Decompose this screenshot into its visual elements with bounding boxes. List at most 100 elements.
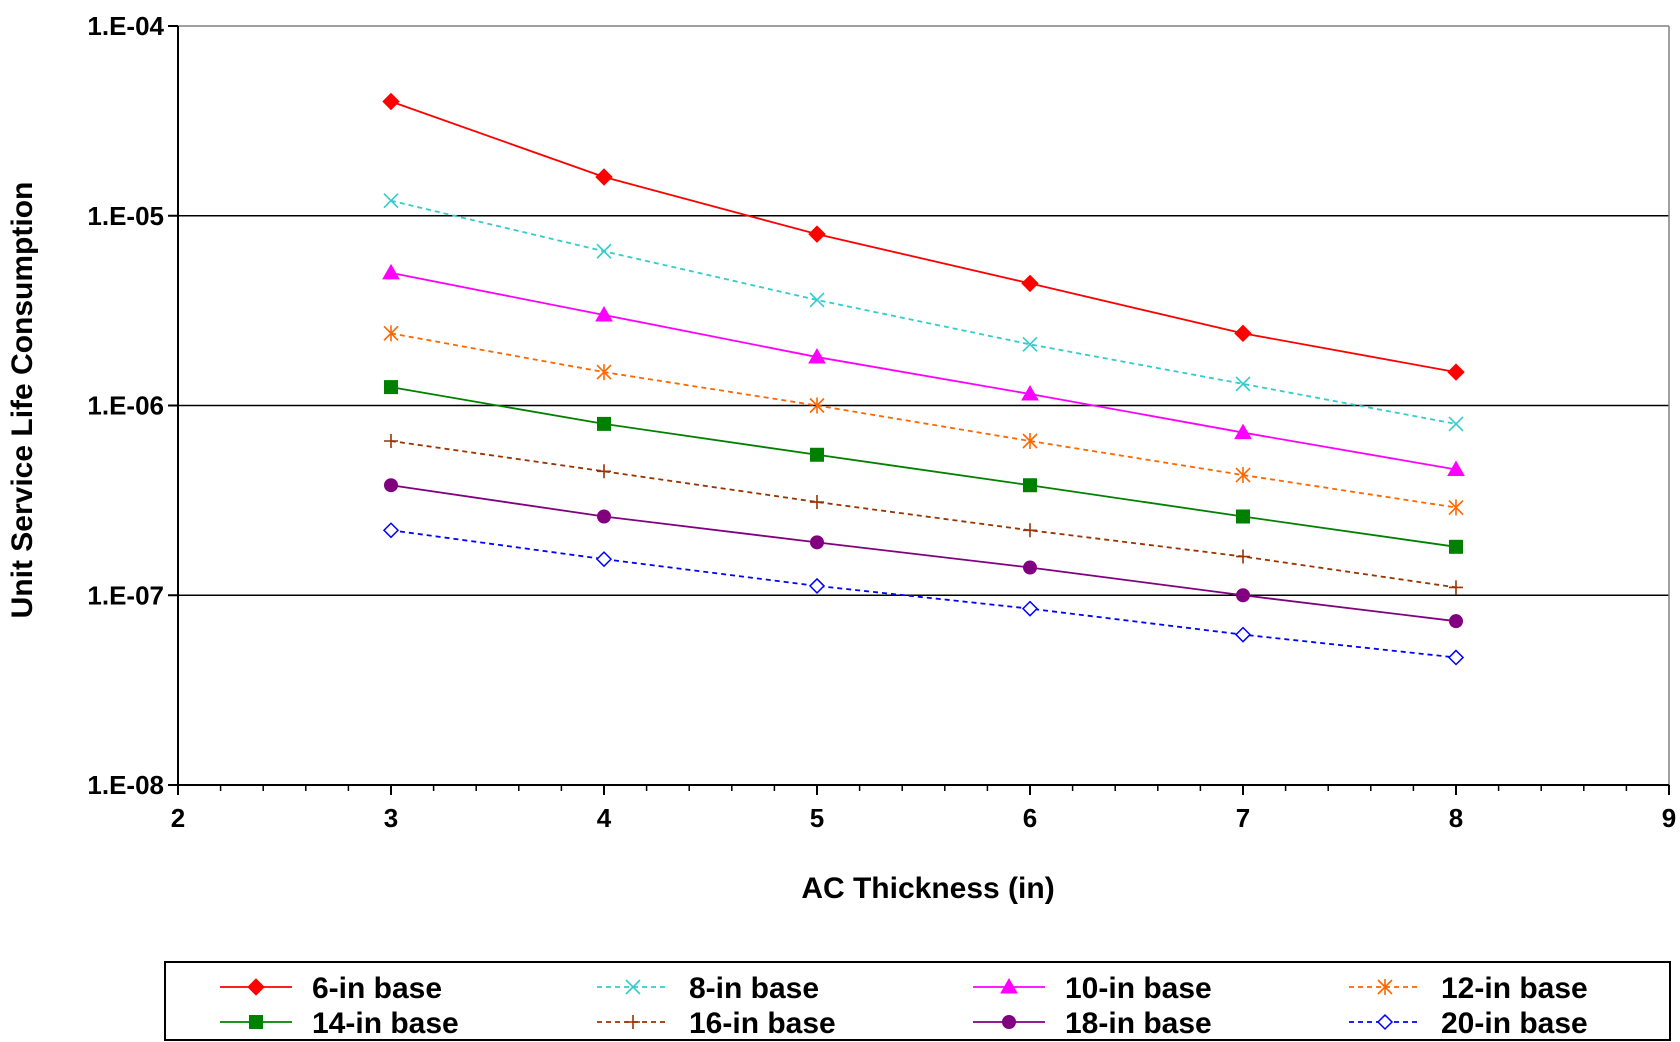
legend-marker [1376,1013,1394,1031]
gridlines [178,25,1670,785]
data-point [1449,539,1463,554]
data-point [1236,549,1250,564]
data-point [1021,384,1039,401]
data-point [595,168,613,186]
legend-marker [249,1015,263,1029]
legend: 6-in base 8-in base 10-in base 12-in base 14… [164,961,1671,1041]
x-tick-label: 3 [384,803,398,833]
x-tick-label: 8 [1449,803,1463,833]
x-tick-label: 5 [810,803,824,833]
data-point [1234,626,1252,643]
data-point [1447,649,1465,666]
y-tick-label: 1.E-04 [87,11,164,41]
series-3 [382,263,1465,476]
data-point [810,447,824,462]
data-point [809,397,825,414]
legend-item: 20-in base [1349,1007,1588,1040]
data-point [1023,560,1037,575]
data-point [1447,363,1465,381]
legend-label: 14-in base [312,1007,459,1040]
series-line [390,332,1457,509]
legend-item: 18-in base [973,1007,1212,1040]
axes: 1.E-08 1.E-07 1.E-06 1.E-05 1.E-04 2 3 4 5 6 7 8 9 [87,11,1676,833]
x-tick-label: 4 [597,803,612,833]
x-axis-title: AC Thickness (in) [801,872,1054,905]
legend-marker [626,1015,640,1029]
legend-item: 10-in base [973,972,1212,1005]
data-point [1234,324,1252,343]
data-point [1234,423,1252,440]
data-point [1022,336,1038,352]
data-point [384,380,398,395]
data-point [382,92,400,111]
series-line [390,199,1457,425]
legend-label: 18-in base [1065,1007,1212,1040]
data-point [1447,460,1465,476]
legend-label: 6-in base [312,972,442,1005]
data-point [810,495,824,510]
data-point [1022,433,1038,449]
legend-item: 14-in base [220,1007,459,1040]
legend-marker [247,978,265,996]
data-point [1448,416,1464,432]
series-line [390,100,1457,373]
data-point [810,535,824,550]
series-layer [382,92,1465,666]
legend-item: 16-in base [597,1007,836,1040]
data-point [808,348,826,364]
data-point [597,509,611,524]
legend-label: 20-in base [1441,1007,1588,1040]
data-point [595,305,613,322]
legend-label: 10-in base [1065,972,1212,1005]
data-point [1023,478,1037,493]
data-point [383,193,399,209]
legend-item: 12-in base [1349,972,1588,1005]
data-point [383,325,399,342]
data-point [1021,600,1039,617]
data-point [384,434,398,448]
data-point [597,416,611,431]
data-point [808,577,826,594]
legend-marker [625,979,641,995]
y-tick-label: 1.E-07 [87,580,164,610]
x-tick-label: 2 [171,803,185,833]
series-7 [384,478,1463,629]
legend-item: 8-in base [597,972,819,1005]
data-point [384,478,398,493]
legend-marker [1377,979,1393,995]
data-point [596,364,612,381]
data-point [1235,467,1251,484]
data-point [809,292,825,308]
legend-box [164,961,1671,1041]
data-point [1021,274,1039,293]
series-4 [383,325,1464,516]
data-point [597,464,611,479]
data-point [808,225,826,243]
data-point [1235,376,1251,392]
x-tick-label: 9 [1662,803,1676,833]
legend-label: 8-in base [689,972,819,1005]
series-line [390,484,1457,623]
y-axis-title: Unit Service Life Consumption [6,182,39,619]
series-line [390,271,1457,471]
series-1 [382,92,1465,381]
data-point [1448,499,1464,516]
data-point [596,243,612,259]
legend-marker [1000,977,1018,994]
series-5 [384,380,1463,554]
series-8 [382,522,1465,666]
x-tick-label: 6 [1023,803,1037,833]
data-point [382,263,400,280]
data-point [1449,614,1463,629]
legend-label: 16-in base [689,1007,836,1040]
legend-marker [1002,1015,1016,1029]
y-tick-label: 1.E-08 [87,770,164,800]
legend-item: 6-in base [220,972,442,1005]
data-point [595,551,613,568]
series-line [390,386,1457,548]
data-point [1236,588,1250,603]
y-tick-label: 1.E-05 [87,201,164,231]
x-tick-label: 7 [1236,803,1250,833]
data-point [1023,523,1037,538]
